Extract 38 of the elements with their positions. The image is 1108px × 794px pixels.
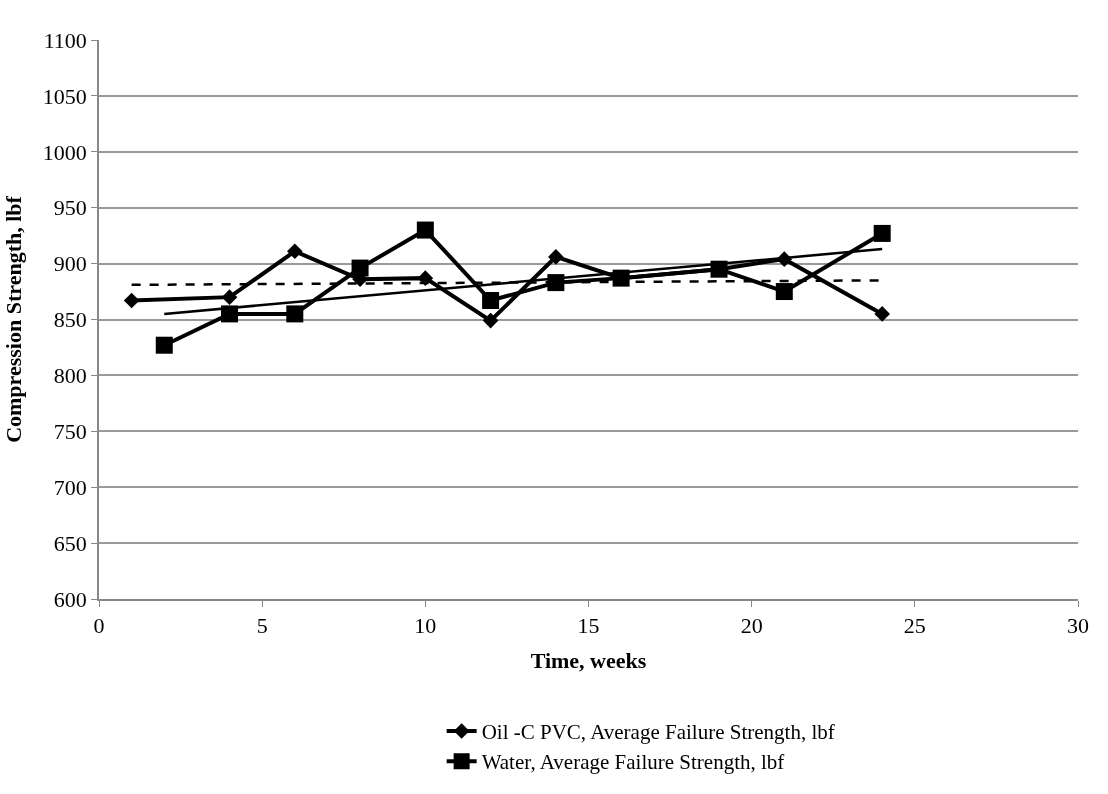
- x-axis-title: Time, weeks: [530, 647, 647, 673]
- point: [123, 292, 140, 309]
- x-tick-label: 30: [1067, 613, 1089, 639]
- y-axis-title: Compression Strength, lbf: [1, 195, 27, 443]
- legend-label: Oil -C PVC, Average Failure Strength, lbf: [481, 720, 835, 745]
- y-tick-label: 1100: [43, 27, 87, 53]
- point: [548, 249, 564, 265]
- point: [287, 243, 303, 260]
- point: [221, 305, 239, 323]
- point: [416, 221, 434, 239]
- point: [874, 306, 890, 322]
- x-tick-label: 10: [414, 613, 437, 639]
- legend-label: Water, Average Failure Strength, lbf: [481, 750, 785, 775]
- point: [417, 270, 434, 286]
- y-tick-label: 900: [53, 251, 87, 277]
- point: [482, 312, 499, 329]
- y-tick-label: 850: [53, 307, 87, 333]
- y-tick-label: 1050: [42, 83, 87, 109]
- y-tick-label: 950: [53, 195, 87, 221]
- point: [775, 283, 793, 301]
- x-tick-label: 15: [577, 613, 600, 639]
- y-tick-label: 650: [53, 530, 87, 556]
- y-tick-label: 1000: [42, 139, 87, 165]
- x-tick-label: 5: [256, 613, 268, 639]
- x-tick-label: 20: [740, 613, 763, 639]
- point: [482, 291, 500, 309]
- x-tick-label: 0: [93, 613, 105, 639]
- y-tick-label: 600: [53, 586, 87, 612]
- point: [286, 305, 304, 323]
- y-tick-label: 800: [53, 363, 87, 389]
- y-tick-label: 700: [53, 474, 87, 500]
- x-tick-label: 25: [903, 613, 926, 639]
- point: [547, 274, 565, 292]
- point: [221, 289, 238, 305]
- y-tick-label: 750: [53, 419, 87, 444]
- point: [873, 224, 891, 242]
- point: [155, 336, 173, 354]
- point: [776, 251, 793, 267]
